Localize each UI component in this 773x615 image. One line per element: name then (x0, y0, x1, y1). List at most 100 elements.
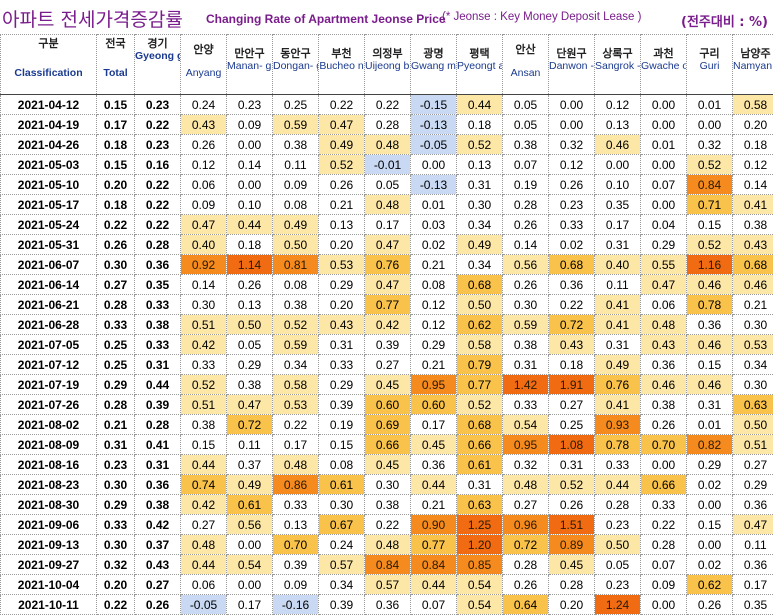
value-cell-gwache-on: 0.66 (641, 475, 687, 495)
value-cell-sangrok-gu: 0.05 (595, 555, 641, 575)
value-cell-gyeong-gi-do: 0.37 (135, 535, 181, 555)
value-cell-manan-gu: 0.44 (227, 215, 273, 235)
header-en-label: Danwon -gu (549, 60, 594, 73)
value-cell-anyang: 0.40 (181, 235, 227, 255)
value-cell-pyeongt-aek: 0.44 (457, 95, 503, 115)
value-cell-danwon-gu: 0.18 (549, 355, 595, 375)
value-cell-namyan-gju: 0.36 (733, 555, 773, 575)
value-cell-anyang: 0.51 (181, 315, 227, 335)
value-cell-guri: 0.46 (687, 335, 733, 355)
value-cell-gyeong-gi-do: 0.39 (135, 395, 181, 415)
value-cell-dongan-gu: 0.08 (273, 275, 319, 295)
value-cell-gyeong-gi-do: 0.44 (135, 375, 181, 395)
value-cell-gwang-myeong: 0.21 (411, 355, 457, 375)
value-cell-uijeong-bu: 0.27 (365, 355, 411, 375)
value-cell-guri: 0.52 (687, 155, 733, 175)
value-cell-ansan: 1.42 (503, 375, 549, 395)
date-cell: 2021-04-26 (1, 135, 97, 155)
value-cell-gwache-on: 0.38 (641, 395, 687, 415)
value-cell-bucheo-n: 0.49 (319, 135, 365, 155)
value-cell-namyan-gju: 0.50 (733, 415, 773, 435)
header-ko-label: 의정부 (365, 47, 410, 60)
header-ko-label: 만안구 (227, 47, 272, 60)
value-cell-total: 0.30 (97, 535, 135, 555)
value-cell-uijeong-bu: 0.45 (365, 375, 411, 395)
value-cell-bucheo-n: 0.47 (319, 115, 365, 135)
value-cell-anyang: 0.48 (181, 535, 227, 555)
value-cell-gwache-on: 0.48 (641, 315, 687, 335)
value-cell-anyang: -0.05 (181, 595, 227, 615)
value-cell-bucheo-n: 0.53 (319, 255, 365, 275)
value-cell-uijeong-bu: 0.66 (365, 435, 411, 455)
value-cell-uijeong-bu: 0.69 (365, 415, 411, 435)
value-cell-pyeongt-aek: 0.79 (457, 355, 503, 375)
header-en-label: Total (97, 67, 134, 80)
value-cell-total: 0.29 (97, 375, 135, 395)
value-cell-sangrok-gu: 0.46 (595, 135, 641, 155)
value-cell-anyang: 0.74 (181, 475, 227, 495)
value-cell-bucheo-n: 0.08 (319, 455, 365, 475)
value-cell-danwon-gu: 0.00 (549, 95, 595, 115)
value-cell-gwache-on: 0.09 (641, 575, 687, 595)
value-cell-pyeongt-aek: 0.62 (457, 315, 503, 335)
value-cell-namyan-gju: 0.12 (733, 155, 773, 175)
value-cell-manan-gu: 0.18 (227, 235, 273, 255)
value-cell-dongan-gu: 0.59 (273, 115, 319, 135)
value-cell-guri: 0.32 (687, 135, 733, 155)
value-cell-manan-gu: 0.09 (227, 115, 273, 135)
value-cell-pyeongt-aek: 0.58 (457, 335, 503, 355)
value-cell-total: 0.20 (97, 575, 135, 595)
value-cell-pyeongt-aek: 0.52 (457, 395, 503, 415)
value-cell-dongan-gu: 0.70 (273, 535, 319, 555)
value-cell-uijeong-bu: 0.77 (365, 295, 411, 315)
value-cell-pyeongt-aek: 0.31 (457, 475, 503, 495)
value-cell-namyan-gju: 0.11 (733, 535, 773, 555)
value-cell-gyeong-gi-do: 0.22 (135, 215, 181, 235)
value-cell-ansan: 0.72 (503, 535, 549, 555)
value-cell-pyeongt-aek: 0.85 (457, 555, 503, 575)
value-cell-uijeong-bu: 0.47 (365, 235, 411, 255)
value-cell-gyeong-gi-do: 0.38 (135, 315, 181, 335)
value-cell-namyan-gju: 0.20 (733, 115, 773, 135)
value-cell-anyang: 0.47 (181, 215, 227, 235)
value-cell-danwon-gu: 0.52 (549, 475, 595, 495)
value-cell-gwang-myeong: 0.08 (411, 275, 457, 295)
value-cell-gwache-on: 0.00 (641, 155, 687, 175)
value-cell-manan-gu: 0.49 (227, 475, 273, 495)
value-cell-dongan-gu: 0.25 (273, 95, 319, 115)
value-cell-manan-gu: 0.23 (227, 95, 273, 115)
value-cell-pyeongt-aek: 0.77 (457, 375, 503, 395)
value-cell-gwang-myeong: -0.13 (411, 115, 457, 135)
header-en-label: Dongan- gu (273, 60, 318, 73)
value-cell-gwang-myeong: 0.21 (411, 255, 457, 275)
value-cell-guri: 0.31 (687, 395, 733, 415)
date-cell: 2021-06-07 (1, 255, 97, 275)
value-cell-anyang: 0.44 (181, 555, 227, 575)
header-ko-label: 평택 (457, 47, 502, 60)
value-cell-guri: 0.46 (687, 275, 733, 295)
value-cell-ansan: 0.56 (503, 255, 549, 275)
value-cell-danwon-gu: 0.00 (549, 115, 595, 135)
value-cell-bucheo-n: 0.20 (319, 235, 365, 255)
date-cell: 2021-09-13 (1, 535, 97, 555)
value-cell-gyeong-gi-do: 0.22 (135, 115, 181, 135)
value-cell-guri: 0.46 (687, 375, 733, 395)
value-cell-anyang: 0.42 (181, 335, 227, 355)
value-cell-sangrok-gu: 0.41 (595, 295, 641, 315)
value-cell-gwang-myeong: -0.05 (411, 135, 457, 155)
value-cell-gyeong-gi-do: 0.33 (135, 335, 181, 355)
header-en-label: Anyang (181, 67, 226, 80)
value-cell-bucheo-n: 0.26 (319, 175, 365, 195)
value-cell-gwang-myeong: 0.44 (411, 475, 457, 495)
value-cell-total: 0.33 (97, 315, 135, 335)
value-cell-guri: 0.84 (687, 175, 733, 195)
